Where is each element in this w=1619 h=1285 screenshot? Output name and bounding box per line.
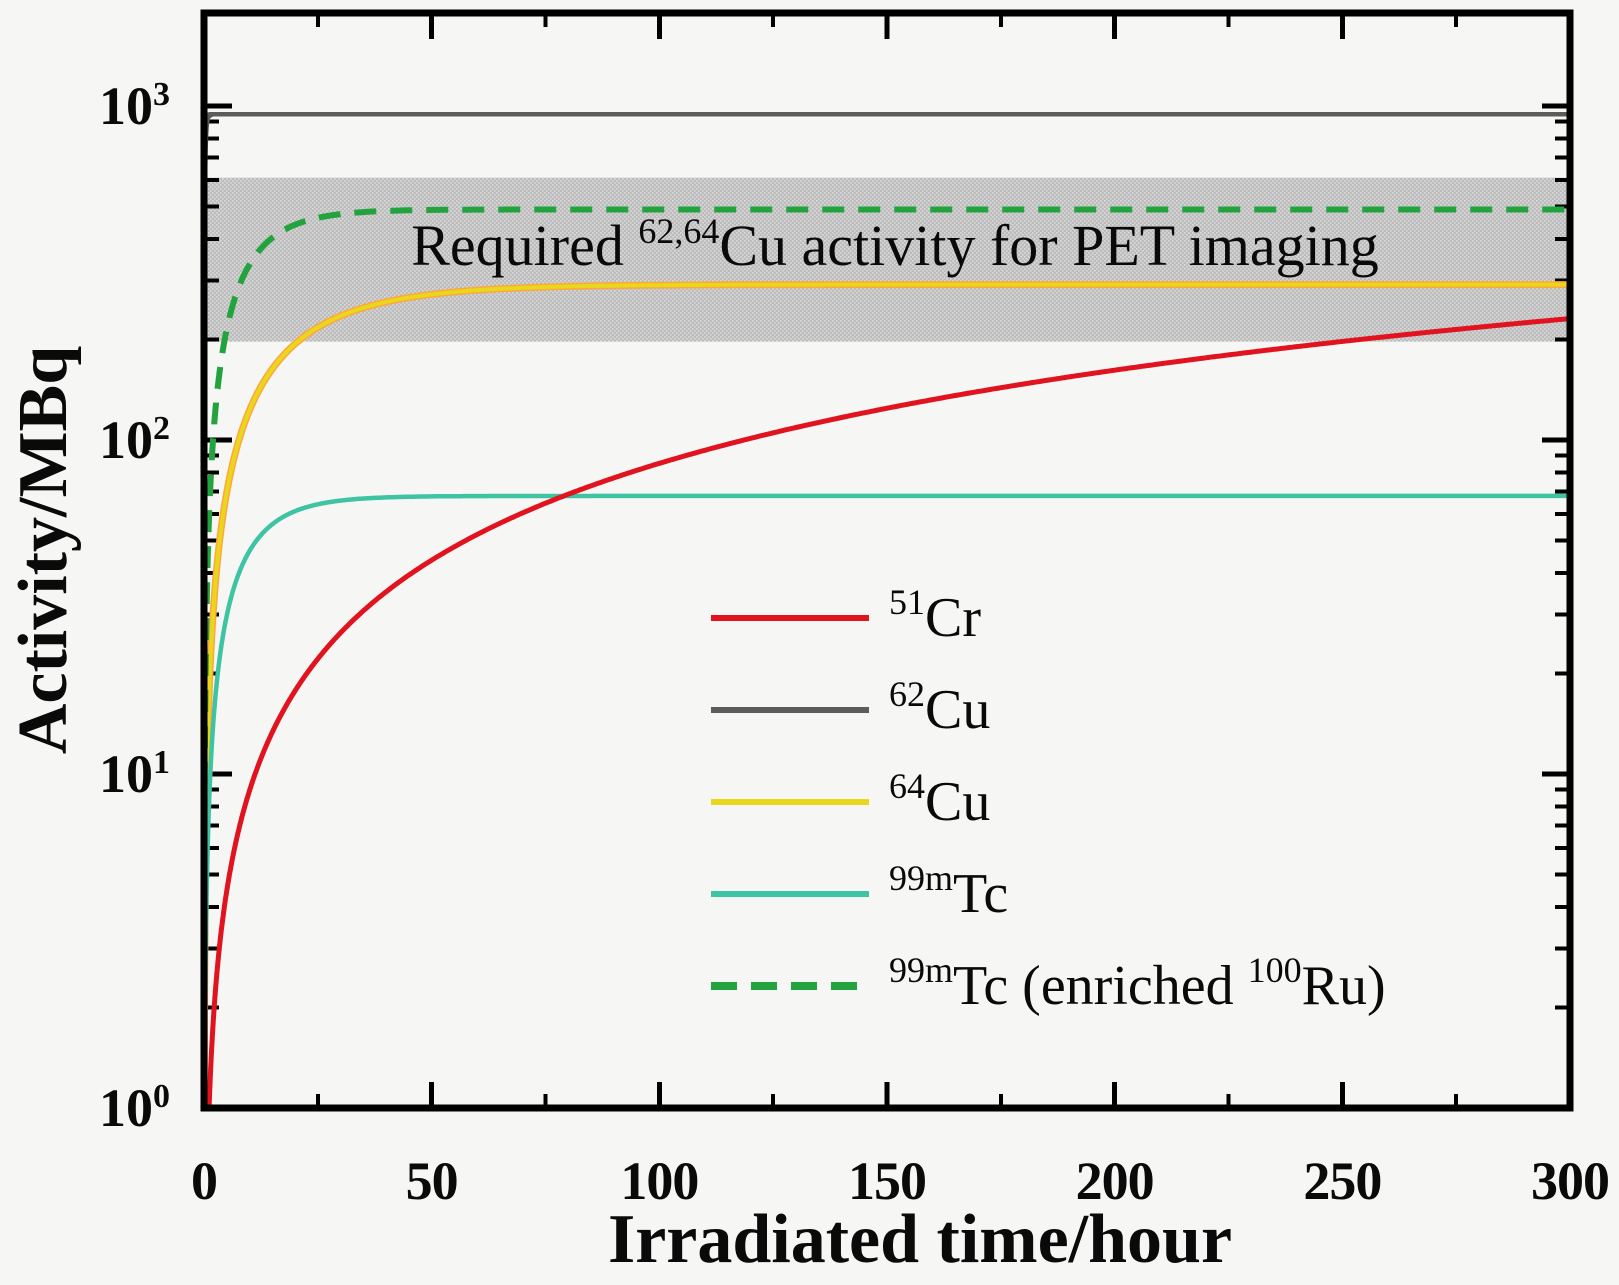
legend-label-51cr: 51Cr xyxy=(889,582,981,649)
curve-1 xyxy=(204,111,1568,1108)
x-tick-label-50: 50 xyxy=(405,1151,459,1211)
x-tick-label-100: 100 xyxy=(620,1151,699,1211)
x-tick-label-200: 200 xyxy=(1075,1151,1155,1211)
plot-border xyxy=(200,9,1574,1112)
legend-label-62cu: 62Cu xyxy=(889,674,991,741)
band-annotation: Required 62,64Cu activity for PET imagin… xyxy=(411,211,1379,278)
y-tick-label-1e2: 102 xyxy=(99,410,170,470)
legend-line-99mtc-enriched xyxy=(711,982,869,990)
x-tick-label-150: 150 xyxy=(848,1151,927,1211)
legend-line-64cu xyxy=(711,799,869,805)
legend-item-99mtc: 99mTc xyxy=(711,848,1386,940)
legend-line-99mtc xyxy=(711,891,869,897)
legend-item-64cu: 64Cu xyxy=(711,756,1386,848)
legend: 51Cr 62Cu 64Cu 99mTc 99mTc (enriched 100… xyxy=(711,572,1386,1032)
required-activity-band xyxy=(204,177,1570,342)
x-tick-label-250: 250 xyxy=(1303,1151,1382,1211)
curve-3 xyxy=(204,493,1568,1108)
legend-label-99mtc-enriched: 99mTc (enriched 100Ru) xyxy=(889,950,1386,1017)
legend-label-99mtc: 99mTc xyxy=(889,858,1009,925)
legend-line-62cu xyxy=(711,707,869,713)
y-axis-title: Activity/MBq xyxy=(5,345,82,755)
legend-item-62cu: 62Cu xyxy=(711,664,1386,756)
curve-0 xyxy=(206,316,1569,1108)
legend-label-64cu: 64Cu xyxy=(889,766,991,833)
y-tick-label-1e3: 103 xyxy=(99,76,170,136)
curve-2 xyxy=(204,282,1568,1108)
legend-line-51cr xyxy=(711,614,869,622)
x-tick-label-0: 0 xyxy=(191,1151,218,1211)
y-tick-label-1e1: 101 xyxy=(99,744,170,804)
y-tick-label-1e0: 100 xyxy=(99,1078,170,1138)
legend-item-51cr: 51Cr xyxy=(711,572,1386,664)
x-tick-label-300: 300 xyxy=(1531,1151,1610,1211)
curve-4 xyxy=(204,206,1568,1108)
legend-item-99mtc-enriched: 99mTc (enriched 100Ru) xyxy=(711,940,1386,1032)
x-axis-title: Irradiated time/hour xyxy=(607,1201,1233,1278)
